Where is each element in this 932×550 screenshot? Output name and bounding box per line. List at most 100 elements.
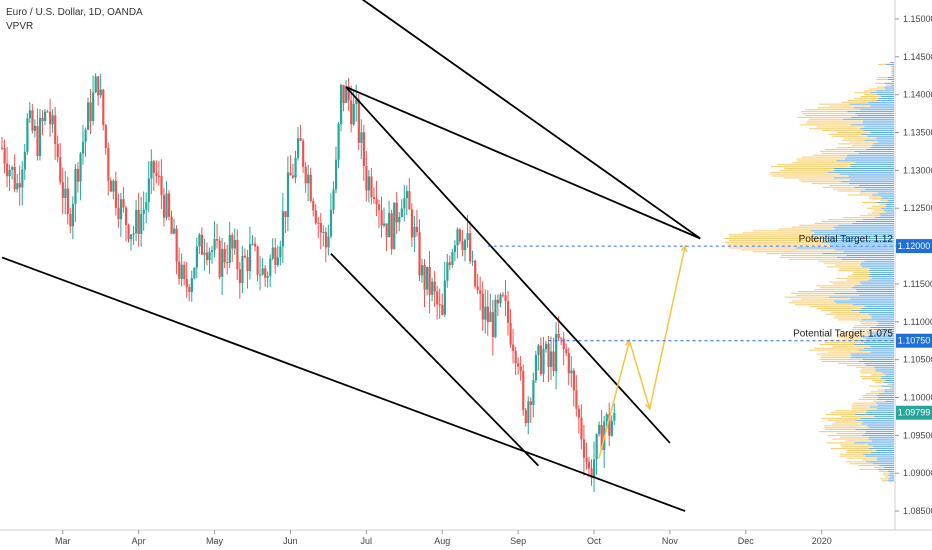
- candle-body: [274, 247, 277, 265]
- candle-body: [99, 89, 102, 96]
- candle-body: [231, 235, 234, 249]
- upper-channel-line: [345, 86, 701, 240]
- projection-path: [598, 244, 688, 459]
- candle-body: [319, 222, 322, 233]
- candle-body: [236, 239, 239, 270]
- candle-body: [238, 269, 242, 284]
- candle-body: [61, 182, 64, 198]
- candle-body: [519, 366, 522, 371]
- candle-body: [337, 123, 340, 160]
- candle-body: [431, 281, 434, 295]
- candle-body: [514, 350, 517, 364]
- candle-body: [11, 166, 14, 170]
- candle-body: [28, 110, 32, 119]
- candle-body: [461, 241, 464, 251]
- candle-body: [26, 118, 29, 152]
- candle-body: [542, 349, 545, 375]
- candle-body: [200, 234, 204, 255]
- candle-body: [565, 349, 568, 354]
- candle-body: [582, 439, 586, 459]
- candle-body: [504, 295, 507, 302]
- last-price-badge: [896, 405, 932, 420]
- candle-body: [405, 191, 408, 199]
- x-tick-label: Apr: [132, 536, 146, 546]
- target-lines: Potential Target: 1.12 Potential Target: …: [487, 234, 895, 342]
- candle-body: [580, 417, 583, 440]
- candle-body: [269, 258, 272, 277]
- candle-body: [372, 197, 376, 200]
- candle-body: [608, 414, 611, 436]
- candle-body: [507, 301, 510, 323]
- candle-body: [334, 159, 338, 190]
- candle-body: [127, 224, 130, 240]
- candle-body: [36, 125, 39, 156]
- candle-body: [87, 102, 90, 130]
- candle-body: [193, 267, 196, 279]
- candle-body: [170, 216, 173, 234]
- candle-body: [345, 86, 348, 103]
- candle-body: [221, 248, 224, 277]
- candle-body: [446, 262, 449, 281]
- y-tick-label: 1.13500: [903, 128, 932, 138]
- candle-body: [59, 157, 62, 183]
- candle-body: [456, 229, 459, 246]
- candle-body: [302, 140, 305, 167]
- candle-body: [51, 115, 54, 125]
- candle-body: [180, 264, 183, 279]
- x-tick-label: Jun: [283, 536, 298, 546]
- candle-body: [114, 180, 118, 208]
- candle-body: [484, 306, 487, 320]
- candle-body: [112, 180, 115, 192]
- candle-body: [567, 353, 570, 374]
- y-tick-label: 1.15000: [903, 14, 932, 24]
- candle-body: [69, 213, 72, 227]
- candle-body: [84, 129, 87, 142]
- candle-body: [577, 408, 581, 418]
- candle-body: [552, 351, 555, 372]
- candle-body: [294, 157, 297, 178]
- candle-body: [289, 172, 292, 176]
- candle-body: [21, 169, 24, 188]
- candle-body: [8, 169, 11, 177]
- candle-body: [562, 338, 565, 350]
- candle-body: [418, 232, 421, 276]
- target-price-badge-text: 1.10750: [898, 336, 931, 346]
- indicator-label: VPVR: [6, 21, 34, 32]
- candle-body: [529, 401, 532, 405]
- candle-body: [314, 210, 317, 223]
- candle-body: [102, 89, 105, 126]
- candle-body: [537, 345, 540, 355]
- candle-body: [23, 151, 26, 170]
- candle-body: [261, 268, 264, 275]
- candle-body: [322, 231, 325, 233]
- candle-body: [152, 161, 155, 173]
- candle-body: [216, 238, 219, 241]
- candle-body: [544, 343, 548, 350]
- y-tick-label: 1.08500: [903, 506, 932, 516]
- candles: [1, 73, 616, 492]
- candle-body: [329, 209, 333, 237]
- candle-body: [233, 239, 236, 249]
- candle-body: [137, 209, 140, 234]
- candle-body: [365, 166, 368, 191]
- candle-body: [271, 247, 274, 259]
- trendlines: [1, 0, 701, 512]
- candle-body: [160, 176, 163, 196]
- x-tick-label: Nov: [662, 536, 679, 546]
- y-tick-label: 1.14000: [903, 90, 932, 100]
- candle-body: [228, 235, 231, 263]
- candle-body: [534, 354, 538, 381]
- candle-body: [317, 222, 320, 224]
- candle-body: [327, 236, 330, 248]
- candle-body: [243, 255, 247, 258]
- candle-body: [512, 344, 515, 351]
- candle-body: [451, 252, 454, 266]
- candle-body: [117, 207, 120, 220]
- candle-body: [524, 410, 527, 424]
- inner-wedge-line: [330, 253, 540, 467]
- candle-body: [426, 266, 429, 290]
- candle-body: [550, 351, 553, 367]
- candle-body: [479, 290, 482, 294]
- candle-body: [178, 261, 181, 279]
